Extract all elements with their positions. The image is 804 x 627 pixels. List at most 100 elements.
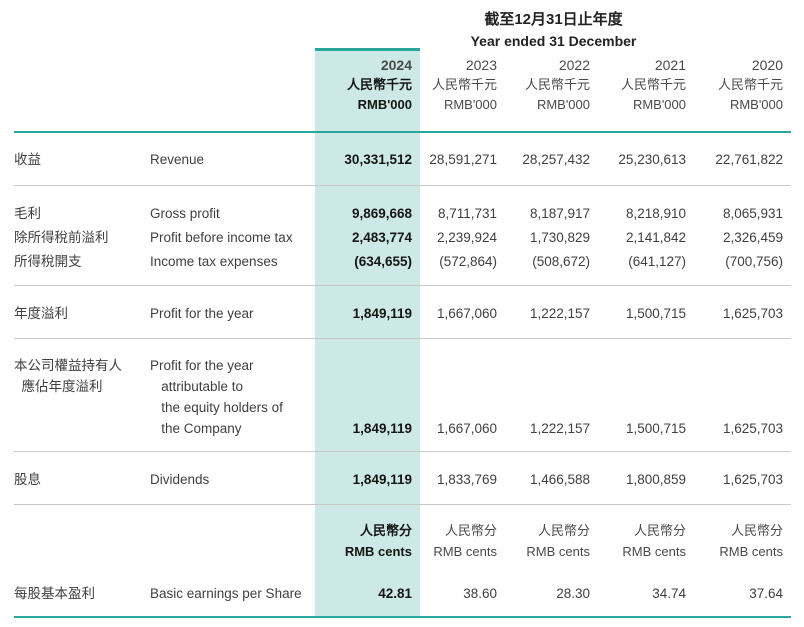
value-2022: 28,257,432	[505, 132, 598, 186]
row-profit-for-year: 年度溢利 Profit for the year 1,849,119 1,667…	[14, 285, 791, 339]
value-2021: 8,218,910	[625, 206, 686, 221]
value-2021: 1,800,859	[598, 451, 694, 505]
value-2021: 34.74	[598, 563, 694, 618]
value-2022: 1,466,588	[505, 451, 598, 505]
value-2022: 8,187,917	[529, 206, 590, 221]
label-en: Dividends	[150, 451, 315, 505]
value-2024: 30,331,512	[315, 132, 420, 186]
value-2020: 1,625,703	[694, 451, 791, 505]
empty-cell	[150, 95, 315, 133]
row-profit-attributable: 本公司權益持有人 應佔年度溢利 Profit for the year attr…	[14, 338, 791, 452]
row-revenue: 收益 Revenue 30,331,512 28,591,271 28,257,…	[14, 132, 791, 186]
value-2024: 1,849,119	[315, 285, 420, 339]
value-2024: 1,849,119	[315, 338, 420, 452]
value-2023: 28,591,271	[420, 132, 505, 186]
row-cents-unit-zh: 人民幣分 人民幣分 人民幣分 人民幣分 人民幣分	[14, 504, 791, 542]
row-year-headers: 2024 2023 2022 2021 2020	[14, 48, 791, 76]
row-basic-eps: 每股基本盈利 Basic earnings per Share 42.81 38…	[14, 563, 791, 618]
value-2023: 2,239,924	[436, 230, 497, 245]
cents-zh-2021: 人民幣分	[633, 523, 686, 538]
value-2022: 1,730,829	[529, 230, 590, 245]
value-2024: 9,869,668	[315, 185, 420, 224]
value-2023: 1,667,060	[420, 338, 505, 452]
cents-en-2024: RMB cents	[315, 541, 420, 563]
value-2023: 38.60	[420, 563, 505, 618]
label-en: Profit for the year attributable to the …	[150, 338, 315, 452]
label-zh: 所得稅開支	[14, 248, 150, 286]
value-2024: 1,849,119	[315, 451, 420, 505]
value-2021: 1,500,715	[598, 338, 694, 452]
value-2021: 2,141,842	[625, 230, 686, 245]
unit-zh-2021: 人民幣千元	[620, 77, 686, 92]
value-2020: 22,761,822	[694, 132, 791, 186]
unit-en-2021: RMB'000	[598, 95, 694, 133]
unit-zh-2024: 人民幣千元	[315, 75, 420, 95]
value-2021: (641,127)	[598, 248, 694, 286]
label-zh: 收益	[14, 132, 150, 186]
five-year-summary-table: 2024 2023 2022 2021 2020 人民幣千元 人民幣千元 人民幣…	[14, 48, 791, 618]
label-en: Profit for the year	[150, 285, 315, 339]
row-dividends: 股息 Dividends 1,849,119 1,833,769 1,466,5…	[14, 451, 791, 505]
value-2020: 37.64	[694, 563, 791, 618]
label-zh: 除所得稅前溢利	[14, 230, 109, 245]
row-unit-zh: 人民幣千元 人民幣千元 人民幣千元 人民幣千元 人民幣千元	[14, 75, 791, 95]
value-2023: 1,667,060	[420, 285, 505, 339]
value-2020: 8,065,931	[722, 206, 783, 221]
empty-cell	[14, 95, 150, 133]
row-cents-unit-en: RMB cents RMB cents RMB cents RMB cents …	[14, 541, 791, 563]
label-zh: 年度溢利	[14, 285, 150, 339]
cents-zh-2022: 人民幣分	[537, 523, 590, 538]
label-en: Revenue	[150, 132, 315, 186]
unit-zh-2020: 人民幣千元	[717, 77, 783, 92]
label-en: Basic earnings per Share	[150, 563, 315, 618]
year-header-2023: 2023	[465, 57, 497, 73]
empty-cell	[150, 541, 315, 563]
empty-cell	[14, 541, 150, 563]
value-2022: (508,672)	[505, 248, 598, 286]
cents-en-2023: RMB cents	[433, 544, 497, 559]
label-zh: 股息	[14, 451, 150, 505]
period-header: 截至12月31日止年度 Year ended 31 December	[315, 8, 792, 49]
empty-cell	[150, 75, 315, 95]
label-en: Profit before income tax	[150, 230, 293, 245]
value-2024: 42.81	[315, 563, 420, 618]
unit-zh-2023: 人民幣千元	[431, 77, 497, 92]
row-gross-profit: 毛利 Gross profit 9,869,668 8,711,731 8,18…	[14, 185, 791, 224]
value-2020: 1,625,703	[694, 338, 791, 452]
value-2021: 1,500,715	[598, 285, 694, 339]
value-2023: (572,864)	[420, 248, 505, 286]
value-2021: 25,230,613	[598, 132, 694, 186]
empty-cell	[14, 505, 150, 542]
empty-cell	[14, 50, 150, 76]
value-2020: 1,625,703	[694, 285, 791, 339]
label-zh: 本公司權益持有人 應佔年度溢利	[14, 338, 150, 452]
row-profit-before-tax: 除所得稅前溢利 Profit before income tax 2,483,7…	[14, 224, 791, 248]
cents-en-2022: RMB cents	[526, 544, 590, 559]
empty-cell	[150, 505, 315, 542]
unit-en-2023: RMB'000	[420, 95, 505, 133]
label-en: Income tax expenses	[150, 248, 315, 286]
cents-zh-2020: 人民幣分	[730, 523, 783, 538]
value-2024: 2,483,774	[315, 224, 420, 248]
value-2022: 1,222,157	[505, 285, 598, 339]
value-2023: 1,833,769	[420, 451, 505, 505]
value-2020: 2,326,459	[722, 230, 783, 245]
label-en: Gross profit	[150, 206, 220, 221]
cents-en-2021: RMB cents	[622, 544, 686, 559]
value-2020: (700,756)	[694, 248, 791, 286]
year-header-2021: 2021	[654, 57, 686, 73]
value-2023: 8,711,731	[437, 206, 497, 221]
cents-en-2020: RMB cents	[719, 544, 783, 559]
label-zh: 毛利	[14, 206, 41, 221]
row-income-tax: 所得稅開支 Income tax expenses (634,655) (572…	[14, 248, 791, 286]
unit-en-2020: RMB'000	[694, 95, 791, 133]
value-2022: 28.30	[505, 563, 598, 618]
year-header-2024: 2024	[315, 48, 420, 75]
empty-cell	[150, 50, 315, 76]
period-title-zh: 截至12月31日止年度	[484, 11, 623, 28]
label-zh: 每股基本盈利	[14, 563, 150, 618]
year-header-2020: 2020	[751, 57, 783, 73]
empty-cell	[14, 75, 150, 95]
value-2022: 1,222,157	[505, 338, 598, 452]
